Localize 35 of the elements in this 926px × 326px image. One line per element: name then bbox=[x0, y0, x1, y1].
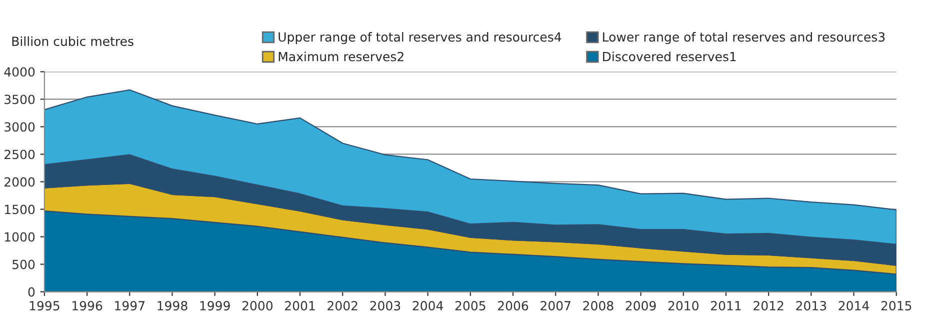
x-tick-label: 1998 bbox=[158, 301, 188, 310]
y-tick-label: 0 bbox=[28, 287, 35, 297]
y-tick-label: 1000 bbox=[4, 232, 35, 242]
x-tick-label: 2006 bbox=[498, 301, 528, 310]
x-tick-label: 2015 bbox=[881, 301, 912, 310]
x-tick-label: 1997 bbox=[115, 301, 144, 310]
x-tick-label: 2013 bbox=[796, 301, 826, 310]
y-tick-label: 2000 bbox=[4, 177, 35, 187]
x-tick-label: 2012 bbox=[754, 301, 784, 310]
x-tick-label: 2008 bbox=[583, 301, 614, 310]
x-tick-label: 2001 bbox=[285, 301, 315, 310]
legend-label: Upper range of total reserves and resources4 bbox=[278, 32, 562, 44]
legend-label: Lower range of total reserves and resources3 bbox=[603, 32, 885, 44]
x-tick-label: 2010 bbox=[668, 301, 698, 310]
legend-label: Discovered reserves1 bbox=[603, 52, 736, 62]
x-tick-label: 2005 bbox=[455, 301, 486, 310]
y-tick-label: 500 bbox=[12, 260, 35, 270]
x-tick-label: 2007 bbox=[540, 301, 570, 310]
y-axis-title: Billion cubic metres bbox=[12, 36, 134, 46]
x-tick-label: 1996 bbox=[72, 301, 102, 310]
x-tick-label: 2004 bbox=[412, 301, 444, 310]
x-tick-label: 2003 bbox=[370, 301, 400, 310]
x-tick-label: 2011 bbox=[710, 301, 741, 310]
x-tick-label: 2014 bbox=[838, 301, 869, 310]
x-tick-label: 1999 bbox=[200, 301, 230, 310]
y-tick-label: 3500 bbox=[4, 94, 35, 104]
x-tick-label: 1995 bbox=[30, 301, 60, 310]
legend-label: Maximum reserves2 bbox=[278, 52, 404, 62]
y-tick-label: 4000 bbox=[4, 67, 35, 77]
x-tick-label: 2000 bbox=[242, 301, 273, 310]
y-tick-label: 1500 bbox=[4, 204, 35, 214]
x-tick-label: 2009 bbox=[626, 301, 656, 310]
y-tick-label: 3000 bbox=[4, 122, 35, 132]
x-tick-label: 2002 bbox=[328, 301, 358, 310]
y-tick-label: 2500 bbox=[4, 150, 35, 160]
